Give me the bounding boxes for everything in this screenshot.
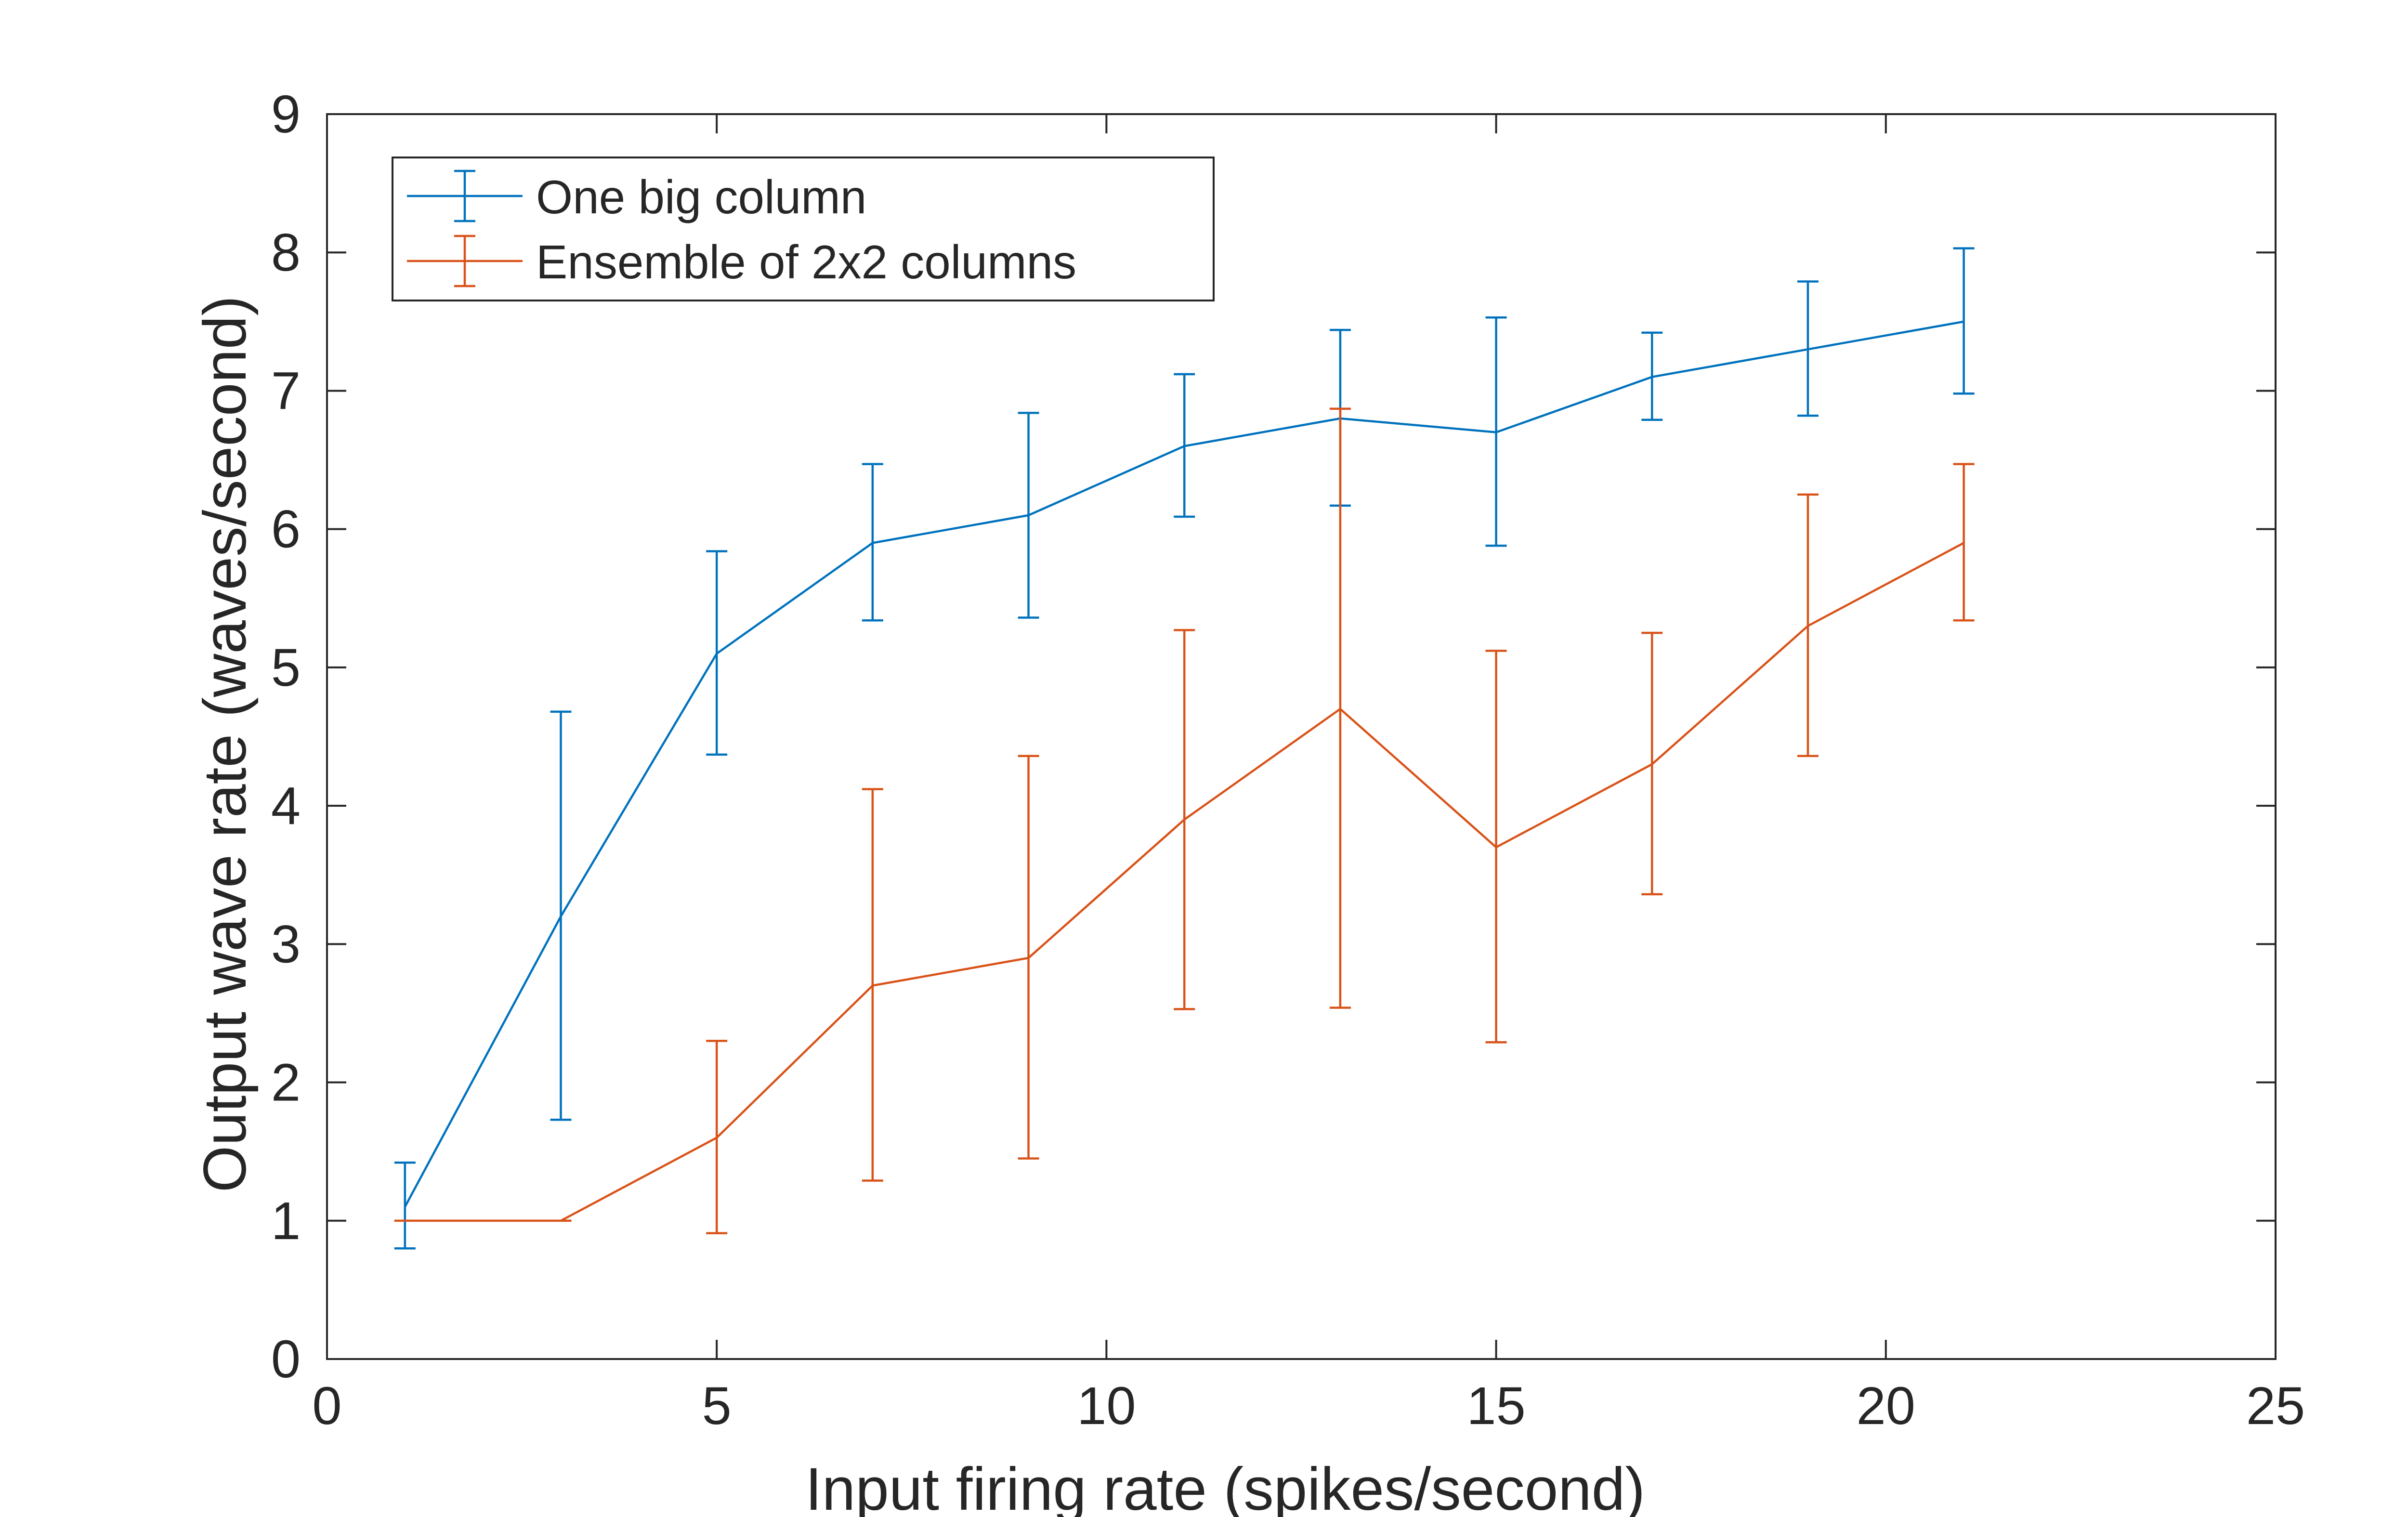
error-bar: [550, 710, 572, 1121]
error-bar: [1953, 247, 1975, 395]
x-tick-label: 15: [1466, 1376, 1525, 1436]
legend-item: One big column: [407, 170, 866, 223]
y-tick-label: 9: [271, 85, 301, 144]
error-bar: [706, 1040, 728, 1234]
error-bar: [1018, 755, 1039, 1160]
error-bar: [1485, 316, 1507, 547]
error-bar: [1953, 463, 1975, 622]
error-bar: [1174, 373, 1195, 518]
x-tick-label: 25: [2246, 1376, 2305, 1436]
legend-label: Ensemble of 2x2 columns: [536, 235, 1076, 288]
tick-layer: 0 5 10 15 20 25 0 1 2 3 4 5 6 7 8 9: [271, 85, 2305, 1436]
y-axis-label: Output wave rate (waves/second): [192, 296, 259, 1192]
series-1: [394, 247, 1975, 1250]
y-tick-label: 2: [271, 1053, 301, 1112]
error-bar: [862, 463, 883, 622]
plot-frame: [326, 113, 2277, 1360]
error-bar: [1485, 650, 1507, 1044]
y-tick-label: 1: [271, 1191, 301, 1251]
x-tick-label: 10: [1077, 1376, 1136, 1436]
legend-label: One big column: [536, 170, 866, 223]
series-2: [394, 407, 1975, 1234]
error-bar: [1174, 629, 1195, 1010]
x-tick-label: 5: [702, 1376, 732, 1436]
error-bar: [1797, 280, 1819, 417]
error-bar: [1797, 493, 1819, 757]
y-tick-label: 5: [271, 638, 301, 697]
y-tick-label: 0: [271, 1330, 301, 1389]
error-bar: [1641, 631, 1663, 896]
x-tick-label: 20: [1857, 1376, 1915, 1436]
error-bar: [394, 1161, 416, 1250]
x-axis-label: Input firing rate (spikes/second): [805, 1456, 1645, 1517]
error-bar: [1018, 412, 1039, 619]
y-tick-label: 6: [271, 500, 301, 559]
legend-item: Ensemble of 2x2 columns: [407, 235, 1076, 288]
error-bar: [706, 550, 728, 756]
error-bar: [862, 788, 883, 1182]
y-tick-label: 7: [271, 361, 301, 420]
y-tick-label: 4: [271, 776, 301, 836]
y-tick-label: 3: [271, 915, 301, 974]
legend-box: [392, 157, 1215, 301]
y-tick-label: 8: [271, 223, 301, 282]
series-layer: [394, 247, 1975, 1250]
x-tick-label: 0: [312, 1376, 341, 1436]
error-bar: [1641, 331, 1663, 421]
legend: One big column Ensemble of 2x2 columns: [392, 157, 1215, 301]
error-bar: [1329, 407, 1351, 1009]
